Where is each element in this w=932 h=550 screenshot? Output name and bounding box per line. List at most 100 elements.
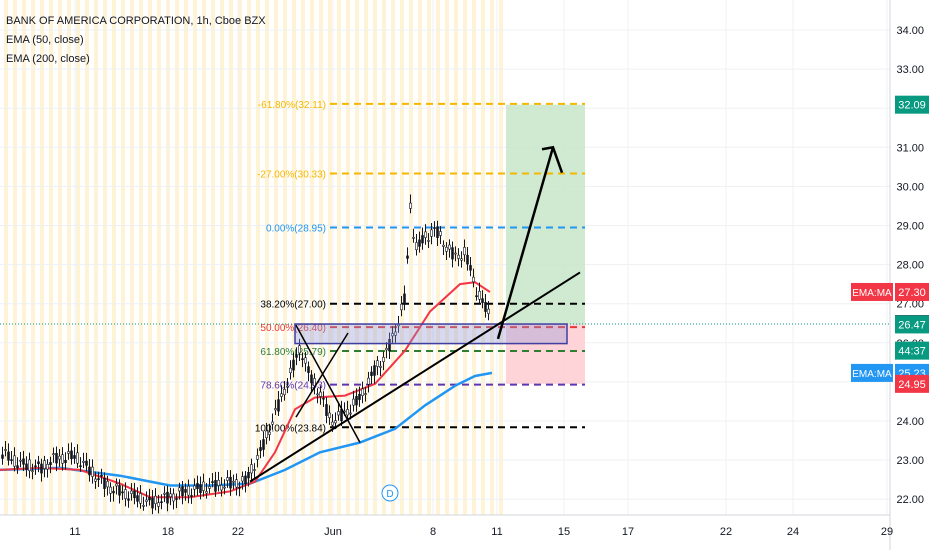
session-stripe (211, 0, 215, 515)
candle-body (118, 485, 121, 496)
session-stripe (283, 0, 287, 515)
candle-body (361, 388, 364, 396)
session-stripe (22, 0, 26, 515)
candle-body (430, 229, 433, 237)
candle-body (19, 459, 22, 462)
session-stripe (202, 0, 206, 515)
candle-body (259, 447, 262, 451)
session-stripe (382, 0, 386, 515)
candle-body (163, 492, 166, 495)
fib-label: 38.20%(27.00) (260, 300, 326, 311)
candle-body (244, 475, 247, 485)
candle-body (235, 479, 238, 488)
candle-body (328, 412, 331, 418)
price-tick-label: 24.00 (896, 416, 924, 428)
session-stripe (391, 0, 395, 515)
price-badge-label: 27.30 (898, 287, 926, 299)
candle-body (103, 477, 106, 489)
price-badge (895, 282, 929, 301)
candle-body (199, 484, 202, 494)
candle-body (373, 365, 376, 376)
session-stripe (13, 0, 17, 515)
session-stripe (418, 0, 422, 515)
candle-body (172, 493, 175, 502)
candle-body (415, 242, 418, 251)
candle-body (169, 493, 172, 498)
session-stripe (184, 0, 188, 515)
candle-body (52, 453, 55, 456)
candle-body (262, 439, 265, 450)
candle-body (13, 455, 16, 467)
candle-body (28, 459, 31, 471)
candle-body (394, 331, 397, 336)
session-stripe (4, 0, 8, 515)
candle-body (205, 491, 208, 494)
candle-body (292, 359, 295, 371)
candle-body (217, 479, 220, 486)
price-badge-label: 44:37 (898, 346, 926, 358)
candle-body (139, 493, 142, 504)
candle-body (58, 455, 61, 460)
time-tick-label: 22 (232, 526, 244, 538)
candle-body (67, 451, 70, 454)
candle-body (301, 358, 304, 360)
session-stripe (481, 0, 485, 515)
candle-body (295, 354, 298, 358)
projection-arrow (496, 145, 564, 340)
session-stripe (319, 0, 323, 515)
session-stripe (58, 0, 62, 515)
candle-body (133, 490, 136, 499)
candle-body (130, 490, 133, 494)
candle-body (424, 231, 427, 238)
candle-body (94, 478, 97, 482)
candle-body (136, 495, 139, 502)
price-tick-label: 22.00 (896, 494, 924, 506)
candle-body (70, 450, 73, 460)
ema200-legend: EMA (200, close) (6, 53, 90, 65)
candle-body (463, 247, 466, 256)
candle-body (307, 366, 310, 373)
candle-body (184, 489, 187, 493)
candle-body (448, 244, 451, 250)
candle-body (4, 449, 7, 451)
candle-body (478, 290, 481, 300)
time-tick-label: 29 (881, 526, 893, 538)
session-stripe (310, 0, 314, 515)
candle-body (34, 465, 37, 468)
session-stripe (472, 0, 476, 515)
candle-body (427, 240, 430, 242)
session-stripe (427, 0, 431, 515)
candle-body (265, 430, 268, 439)
candle-body (376, 360, 379, 367)
candle-body (241, 476, 244, 482)
ema-lines (0, 281, 493, 499)
price-tick-label: 23.00 (896, 455, 924, 467)
candle-body (460, 258, 463, 261)
session-stripe (94, 0, 98, 515)
price-tick-label: 31.00 (896, 142, 924, 154)
session-stripe (193, 0, 197, 515)
candle-body (157, 502, 160, 507)
highlight-box (294, 323, 568, 345)
price-tick-label: 29.00 (896, 221, 924, 233)
candle-body (109, 486, 112, 494)
candle-body (232, 480, 235, 483)
candle-body (214, 480, 217, 492)
session-stripe (229, 0, 233, 515)
price-badge-label: 32.09 (898, 100, 926, 112)
candle-body (481, 298, 484, 303)
fib-label: -61.80%(32.11) (258, 100, 326, 111)
ema-tag (851, 282, 893, 301)
fib-label: 78.60%(24.93) (260, 381, 326, 392)
session-stripe (274, 0, 278, 515)
session-stripe (301, 0, 305, 515)
session-stripe (121, 0, 125, 515)
candle-body (22, 458, 25, 465)
trendline (249, 271, 581, 483)
candle-body (319, 391, 322, 397)
candle-body (181, 486, 184, 496)
time-tick-label: 15 (558, 526, 570, 538)
session-stripe (157, 0, 161, 515)
candle-body (82, 460, 85, 463)
